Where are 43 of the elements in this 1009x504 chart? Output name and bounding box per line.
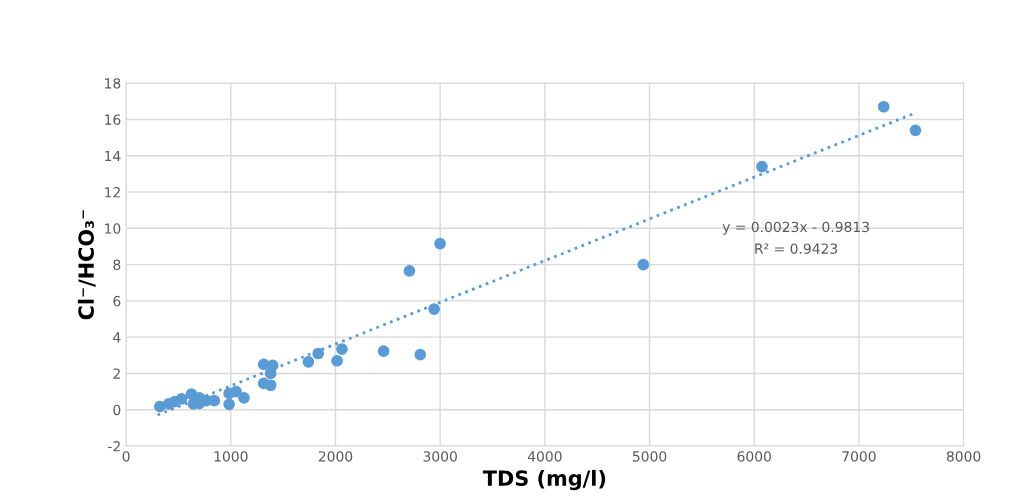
x-tick-label: 3000 xyxy=(423,451,457,462)
point xyxy=(909,124,922,137)
point xyxy=(223,387,235,400)
point xyxy=(153,400,166,413)
y-tick-label: 12 xyxy=(105,186,120,198)
y-tick-label: 2 xyxy=(113,368,120,379)
y-axis-title: Cl⁻/HCO₃⁻ xyxy=(77,210,96,320)
y-tick-label: 8 xyxy=(113,259,121,271)
point xyxy=(877,100,890,113)
point xyxy=(238,392,250,404)
y-tick-label: 14 xyxy=(105,150,121,162)
y-tick-label: 18 xyxy=(105,78,121,89)
x-tick-label: 2000 xyxy=(318,451,353,462)
point xyxy=(185,388,198,400)
point xyxy=(414,348,427,361)
y-tick-label: 16 xyxy=(105,114,121,125)
point xyxy=(434,237,446,250)
x-tick-label: 5000 xyxy=(632,451,667,462)
point xyxy=(377,345,390,357)
y-tick-label: -2 xyxy=(108,441,120,452)
y-tick-label: 10 xyxy=(105,223,121,234)
point xyxy=(223,398,235,411)
point xyxy=(264,367,277,380)
x-tick-label: 6000 xyxy=(737,451,771,462)
x-tick-label: 1000 xyxy=(214,451,248,462)
y-tick-label: 0 xyxy=(113,404,121,416)
annotation: y = 0.0023x - 0.9813 xyxy=(722,221,869,235)
y-tick-label: 4 xyxy=(113,332,121,343)
point xyxy=(331,354,343,367)
point xyxy=(336,343,348,355)
point xyxy=(428,303,440,315)
point xyxy=(403,265,416,277)
x-tick-label: 4000 xyxy=(527,451,562,462)
point xyxy=(302,356,315,368)
x-tick-label: 0 xyxy=(122,451,130,462)
point xyxy=(637,258,650,271)
y-tick-label: 6 xyxy=(113,295,121,307)
x-tick-label: 7000 xyxy=(842,451,876,462)
x-axis-title: TDS (mg/l) xyxy=(482,469,606,491)
x-tick-label: 8000 xyxy=(946,451,981,462)
point xyxy=(312,347,325,360)
point xyxy=(756,160,768,173)
annotation: R² = 0.9423 xyxy=(755,243,838,254)
